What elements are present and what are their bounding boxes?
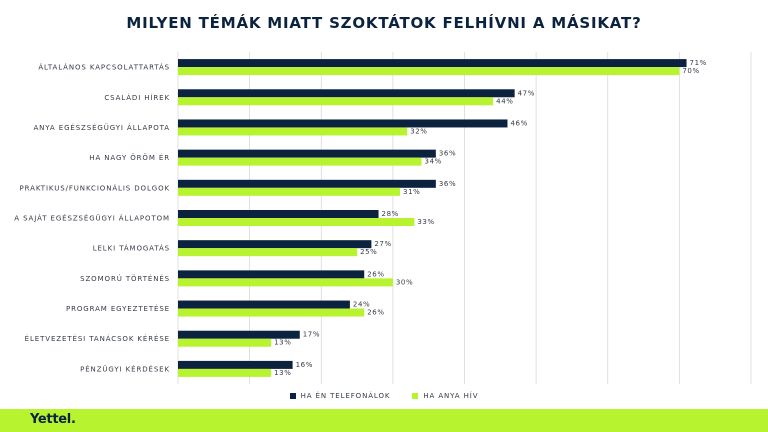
- bars: [178, 59, 687, 377]
- bar-series-1: [178, 300, 350, 309]
- legend-item-series-2: HA ANYA HÍV: [412, 392, 478, 400]
- brand-logo: Yettel.: [30, 412, 76, 427]
- bar-series-2: [178, 187, 401, 196]
- bar-series-1: [178, 149, 436, 158]
- category-label: PÉNZÜGYI KÉRDÉSEK: [80, 364, 170, 373]
- value-label-series-2: 70%: [682, 67, 699, 75]
- legend: HA ÉN TELEFONÁLOK HA ANYA HÍV: [0, 392, 768, 400]
- value-label-series-1: 16%: [296, 361, 313, 369]
- bar-series-2: [178, 278, 393, 287]
- category-label: CSALÁDI HÍREK: [104, 93, 170, 102]
- value-label-series-1: 27%: [374, 240, 391, 248]
- value-label-series-2: 32%: [410, 127, 427, 135]
- value-label-series-2: 33%: [417, 218, 434, 226]
- value-label-series-1: 36%: [439, 180, 456, 188]
- bar-series-1: [178, 360, 293, 369]
- category-label: ANYA EGÉSZSÉGÜGYI ÁLLAPOTA: [33, 123, 170, 132]
- bar-series-2: [178, 218, 415, 226]
- category-label: SZOMORÚ TÖRTÉNÉS: [80, 274, 170, 283]
- value-label-series-1: 28%: [382, 210, 399, 218]
- value-label-series-1: 17%: [303, 331, 320, 339]
- value-label-series-2: 13%: [274, 339, 291, 347]
- bar-series-2: [178, 308, 365, 317]
- category-label: LELKI TÁMOGATÁS: [93, 244, 170, 253]
- category-label: ÁLTALÁNOS KAPCSOLATTARTÁS: [38, 63, 170, 72]
- legend-item-series-1: HA ÉN TELEFONÁLOK: [289, 392, 391, 400]
- category-label: ÉLETVEZETÉSI TANÁCSOK KÉRÉSE: [25, 334, 170, 343]
- value-label-series-2: 34%: [425, 158, 442, 166]
- bar-series-1: [178, 179, 436, 188]
- bar-series-2: [178, 127, 408, 136]
- bar-series-2: [178, 368, 272, 377]
- bar-series-1: [178, 89, 515, 98]
- bar-series-1: [178, 240, 372, 249]
- bar-series-1: [178, 210, 379, 218]
- bar-series-2: [178, 338, 272, 347]
- bar-series-1: [178, 270, 365, 279]
- value-label-series-1: 26%: [367, 270, 384, 278]
- value-label-series-2: 25%: [360, 248, 377, 256]
- value-label-series-2: 44%: [496, 97, 513, 105]
- legend-label-series-2: HA ANYA HÍV: [423, 392, 479, 400]
- bar-series-1: [178, 119, 508, 128]
- value-label-series-1: 46%: [510, 119, 527, 127]
- legend-label-series-1: HA ÉN TELEFONÁLOK: [300, 392, 391, 400]
- category-label: PROGRAM EGYEZTETÉSE: [66, 304, 170, 313]
- value-label-series-2: 13%: [274, 369, 291, 377]
- legend-swatch-series-1: [289, 393, 296, 399]
- value-label-series-1: 36%: [439, 150, 456, 158]
- value-label-series-2: 31%: [403, 188, 420, 196]
- footer-bar: Yettel.: [0, 409, 768, 432]
- value-label-series-2: 26%: [367, 309, 384, 317]
- category-label: HA NAGY ÖRÖM ÉR: [89, 153, 170, 162]
- bar-series-2: [178, 248, 358, 257]
- value-label-series-2: 30%: [396, 278, 413, 286]
- legend-swatch-series-2: [412, 393, 419, 399]
- category-label: A SAJÁT EGÉSZSÉGÜGYI ÁLLAPOTOM: [14, 214, 170, 223]
- category-label: PRAKTIKUS/FUNKCIONÁLIS DOLGOK: [20, 183, 170, 192]
- chart-title: MILYEN TÉMÁK MIATT SZOKTÁTOK FELHÍVNI A …: [126, 14, 642, 32]
- value-label-series-1: 24%: [353, 301, 370, 309]
- bar-series-2: [178, 157, 422, 166]
- value-label-series-1: 71%: [690, 59, 707, 67]
- labels: ÁLTALÁNOS KAPCSOLATTARTÁS 71%70% CSALÁDI H…: [14, 59, 707, 377]
- bar-series-2: [178, 67, 680, 76]
- bar-series-1: [178, 330, 300, 339]
- value-label-series-1: 47%: [518, 89, 535, 97]
- bar-series-1: [178, 59, 687, 68]
- bar-chart: ÁLTALÁNOS KAPCSOLATTARTÁS 71%70% CSALÁDI H…: [14, 52, 752, 384]
- bar-series-2: [178, 97, 494, 106]
